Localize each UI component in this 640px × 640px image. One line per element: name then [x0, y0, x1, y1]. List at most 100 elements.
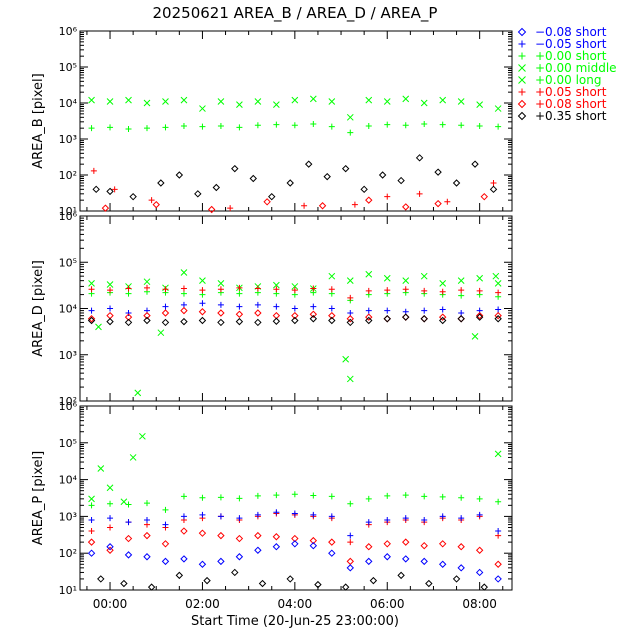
data-point	[101, 204, 110, 212]
data-point	[180, 527, 188, 535]
data-point	[402, 313, 410, 321]
data-point	[161, 540, 170, 548]
data-point	[420, 315, 428, 323]
data-point	[107, 305, 114, 312]
data-point	[125, 285, 132, 292]
data-point	[236, 101, 243, 109]
data-point	[347, 500, 354, 507]
data-point	[384, 193, 391, 200]
data-point	[291, 540, 299, 548]
data-point	[346, 113, 354, 121]
data-point	[180, 96, 188, 104]
data-point	[365, 495, 372, 502]
data-point	[180, 513, 187, 520]
data-point	[383, 274, 391, 282]
data-point	[310, 303, 317, 310]
data-point	[217, 513, 224, 520]
data-point	[124, 318, 133, 327]
legend: −0.08 short−0.05 short+0.00 short+0.00 m…	[517, 25, 617, 123]
data-point	[457, 277, 465, 285]
data-point	[328, 98, 336, 105]
data-point	[106, 317, 114, 326]
data-point	[291, 510, 298, 517]
data-point	[309, 315, 318, 323]
data-point	[180, 301, 187, 308]
data-point	[291, 534, 299, 543]
data-point	[254, 492, 261, 499]
data-point	[227, 205, 234, 212]
legend-marker	[518, 52, 526, 60]
data-point	[107, 287, 114, 294]
data-point	[199, 300, 206, 307]
legend-item: +0.00 middle	[518, 61, 617, 75]
data-point	[157, 179, 165, 187]
data-point	[402, 492, 409, 499]
data-point	[199, 105, 206, 112]
data-point	[458, 309, 465, 316]
x-tick-label: 04:00	[278, 597, 313, 611]
y-tick-label: 10²	[59, 169, 77, 182]
legend-item: +0.00 short	[518, 49, 607, 63]
data-point	[415, 154, 424, 162]
data-point	[384, 307, 391, 314]
data-point	[125, 125, 132, 132]
data-point	[365, 557, 373, 566]
data-point	[273, 303, 280, 310]
plot-frame	[79, 30, 513, 212]
data-point	[88, 279, 95, 287]
y-tick-label: 10²	[59, 395, 77, 408]
data-point	[162, 303, 169, 310]
data-point	[365, 122, 372, 129]
data-point	[439, 306, 446, 313]
data-point	[125, 96, 132, 104]
data-point	[420, 315, 428, 323]
data-point	[402, 313, 410, 321]
data-point	[235, 553, 244, 561]
data-point	[106, 543, 114, 551]
data-point	[199, 494, 206, 501]
data-point	[143, 278, 151, 286]
data-point	[120, 579, 128, 588]
data-point	[291, 283, 299, 290]
data-point	[438, 560, 447, 568]
data-point	[476, 287, 483, 294]
data-point	[88, 96, 95, 104]
data-point	[421, 121, 428, 128]
data-point	[438, 540, 447, 548]
data-point	[416, 190, 423, 197]
panel-1: 10¹ 10² 10³ 10⁴ 10⁵ 10⁶ AREA_B [pixel]	[31, 25, 513, 218]
data-point	[495, 498, 502, 505]
data-point	[272, 533, 281, 541]
data-point	[421, 287, 428, 294]
data-point	[397, 176, 405, 185]
data-point	[494, 315, 502, 323]
data-point	[254, 309, 262, 317]
data-point	[106, 281, 114, 288]
y-tick-label: 10⁵	[59, 61, 77, 74]
data-point	[365, 307, 372, 314]
data-point	[365, 543, 373, 551]
data-point	[286, 179, 294, 187]
legend-item: +0.35 short	[517, 109, 607, 123]
data-point	[476, 495, 483, 502]
data-point	[90, 167, 97, 174]
legend-marker	[518, 88, 526, 96]
data-point	[273, 121, 280, 128]
chart-title: 20250621 AREA_B / AREA_D / AREA_P	[153, 4, 438, 23]
data-point	[143, 99, 151, 107]
legend-item: +0.08 short	[517, 97, 607, 111]
x-tick-label: 08:00	[462, 597, 497, 611]
data-point	[439, 279, 447, 287]
data-point	[258, 579, 267, 588]
data-point	[236, 303, 243, 310]
data-point	[217, 301, 224, 308]
series	[87, 527, 502, 568]
data-point	[236, 284, 243, 291]
data-point	[180, 493, 187, 500]
series	[88, 300, 502, 316]
data-point	[180, 269, 188, 276]
data-point	[494, 560, 502, 568]
data-point	[217, 309, 225, 317]
data-point	[402, 515, 409, 522]
data-point	[457, 543, 465, 551]
